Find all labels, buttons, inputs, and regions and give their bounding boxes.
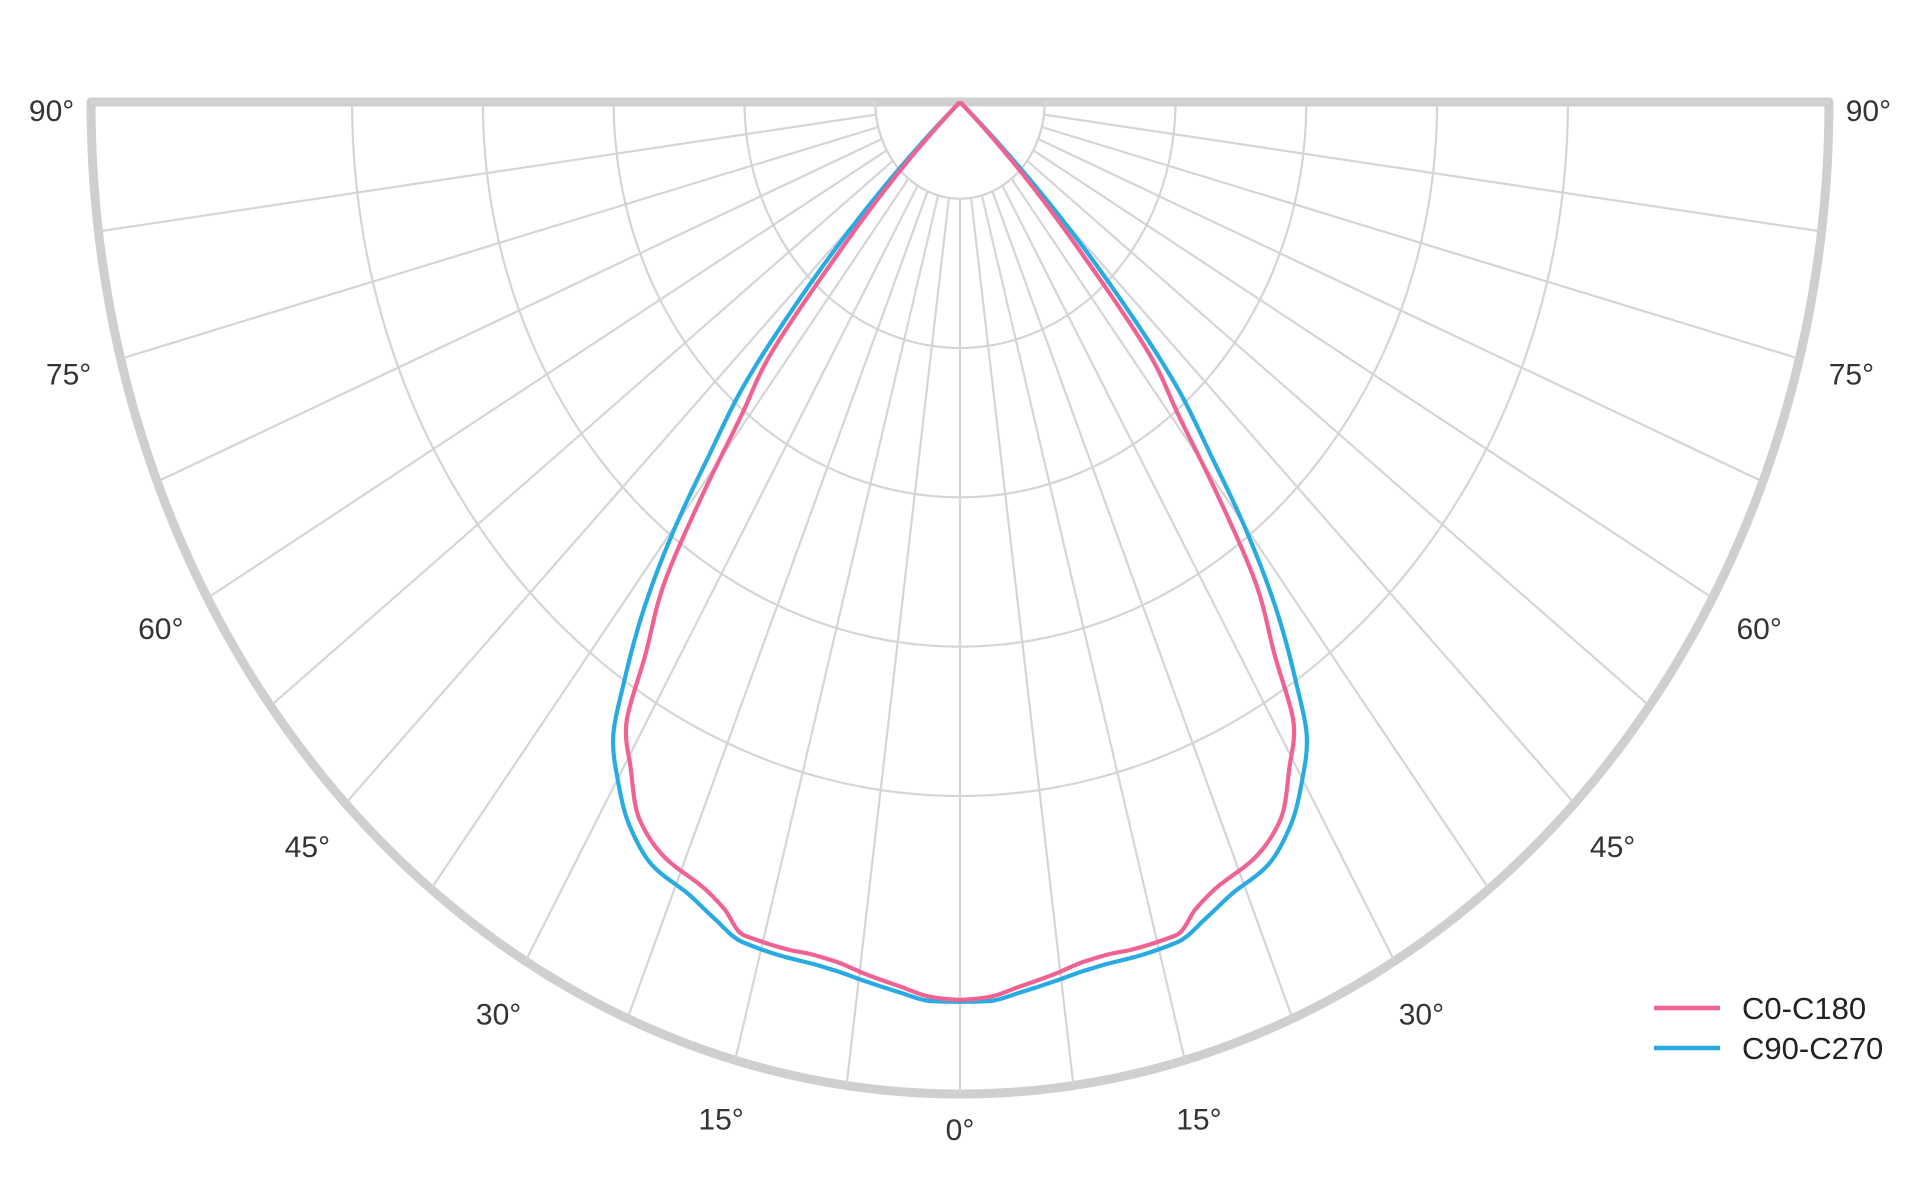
svg-text:15°: 15° [1176, 1104, 1221, 1137]
svg-text:75°: 75° [46, 359, 91, 392]
svg-text:C0-C180: C0-C180 [1742, 991, 1866, 1026]
svg-text:75°: 75° [1829, 359, 1874, 392]
svg-text:90°: 90° [1846, 95, 1891, 128]
svg-text:0°: 0° [946, 1114, 975, 1147]
svg-text:15°: 15° [698, 1104, 743, 1137]
svg-text:30°: 30° [1399, 998, 1444, 1031]
svg-text:60°: 60° [138, 613, 183, 646]
svg-text:30°: 30° [476, 998, 521, 1031]
svg-text:45°: 45° [285, 831, 330, 864]
svg-text:C90-C270: C90-C270 [1742, 1031, 1883, 1066]
svg-text:60°: 60° [1737, 613, 1782, 646]
svg-text:45°: 45° [1590, 831, 1635, 864]
svg-text:90°: 90° [29, 95, 74, 128]
